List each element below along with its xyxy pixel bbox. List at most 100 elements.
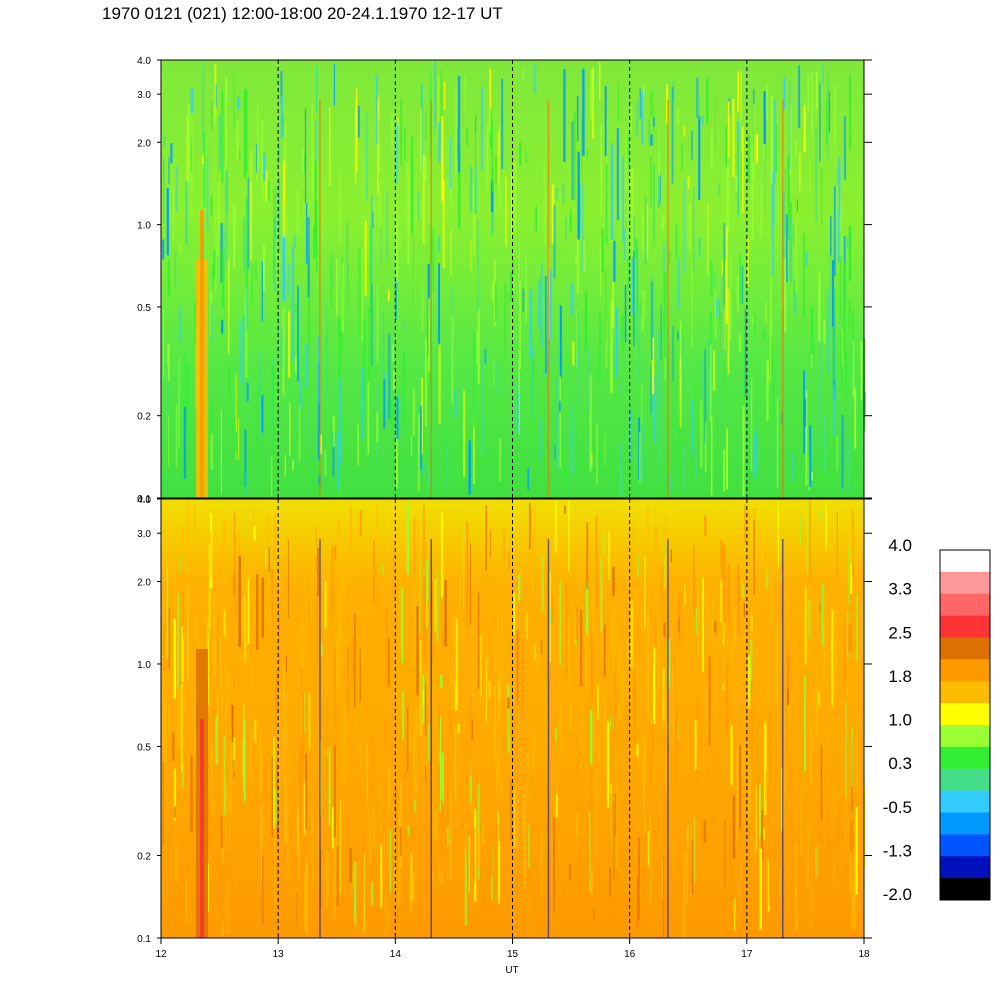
streak: [218, 114, 222, 171]
streak: [211, 745, 214, 815]
streak: [632, 520, 635, 550]
streak: [196, 615, 198, 667]
streak: [711, 129, 713, 171]
streak: [442, 179, 445, 268]
streak: [274, 510, 276, 572]
streak: [440, 870, 443, 885]
streak: [233, 659, 235, 690]
streak: [273, 736, 275, 829]
streak: [278, 174, 281, 252]
streak: [406, 706, 409, 773]
streak: [643, 84, 645, 98]
lower-panel-y-axis: 0.1 0.2 0.5 1.0 2.0 3.0 4.0: [137, 495, 872, 945]
streak: [581, 183, 584, 271]
streak: [722, 645, 725, 683]
streak: [166, 366, 169, 441]
streak: [349, 506, 353, 577]
streak: [701, 115, 704, 127]
streak: [513, 592, 515, 635]
streak: [440, 674, 443, 689]
streak: [578, 753, 580, 843]
streak: [737, 565, 740, 634]
streak: [704, 349, 706, 444]
streak: [177, 592, 180, 690]
streak: [589, 812, 591, 893]
streak: [672, 326, 674, 382]
streak: [206, 157, 209, 231]
streak: [486, 123, 489, 189]
streak: [521, 641, 524, 719]
streak: [426, 760, 428, 774]
streak: [453, 588, 455, 649]
streak: [373, 201, 375, 226]
streak: [294, 303, 297, 356]
streak: [787, 154, 790, 241]
streak: [283, 668, 285, 750]
streak: [846, 612, 849, 659]
streak: [702, 577, 704, 672]
chart-title: 1970 0121 (021) 12:00-18:00 20-24.1.1970…: [102, 4, 503, 23]
streak: [613, 240, 616, 282]
colorbar-swatch: [940, 834, 990, 857]
streak: [418, 191, 420, 220]
streak: [724, 819, 726, 888]
streak: [849, 625, 852, 647]
streak: [175, 721, 178, 748]
streak: [695, 453, 697, 479]
streak: [398, 233, 401, 249]
streak: [786, 643, 789, 690]
streak: [763, 828, 765, 841]
streak: [491, 281, 494, 302]
streak: [604, 434, 606, 466]
streak: [803, 232, 805, 317]
streak: [554, 587, 556, 598]
streak: [636, 665, 639, 732]
streak: [838, 156, 841, 214]
streak: [644, 556, 646, 630]
streak: [614, 839, 617, 934]
streak: [718, 183, 720, 195]
streak: [818, 692, 821, 706]
streak: [828, 91, 830, 133]
streak: [380, 227, 382, 270]
streak: [631, 600, 633, 669]
streak: [799, 816, 801, 895]
streak: [658, 620, 660, 691]
streak: [506, 620, 508, 710]
streak: [638, 763, 640, 854]
streak: [503, 528, 505, 565]
streak: [624, 337, 627, 368]
streak: [438, 845, 440, 885]
streak: [825, 98, 828, 143]
streak: [364, 221, 367, 297]
streak: [228, 367, 231, 428]
streak: [438, 703, 440, 732]
streak: [497, 566, 499, 650]
streak: [776, 398, 779, 489]
streak: [477, 309, 480, 385]
streak: [514, 789, 516, 848]
streak: [573, 112, 577, 200]
y-tick-label: 0.1: [137, 934, 151, 945]
streak: [518, 360, 520, 435]
streak: [253, 137, 255, 152]
streak: [332, 416, 335, 447]
streak: [678, 415, 681, 477]
streak: [252, 508, 255, 577]
streak: [641, 424, 644, 483]
streak: [265, 550, 267, 566]
streak: [222, 248, 225, 307]
streak: [726, 664, 729, 737]
streak: [359, 649, 361, 745]
streak: [627, 666, 629, 763]
streak: [368, 307, 371, 401]
streak: [815, 71, 818, 110]
streak: [284, 776, 287, 846]
streak: [710, 311, 712, 347]
streak: [495, 156, 497, 185]
streak: [833, 85, 837, 150]
streak: [257, 386, 260, 398]
streak: [286, 792, 289, 883]
streak: [278, 141, 281, 164]
streak: [489, 69, 492, 131]
